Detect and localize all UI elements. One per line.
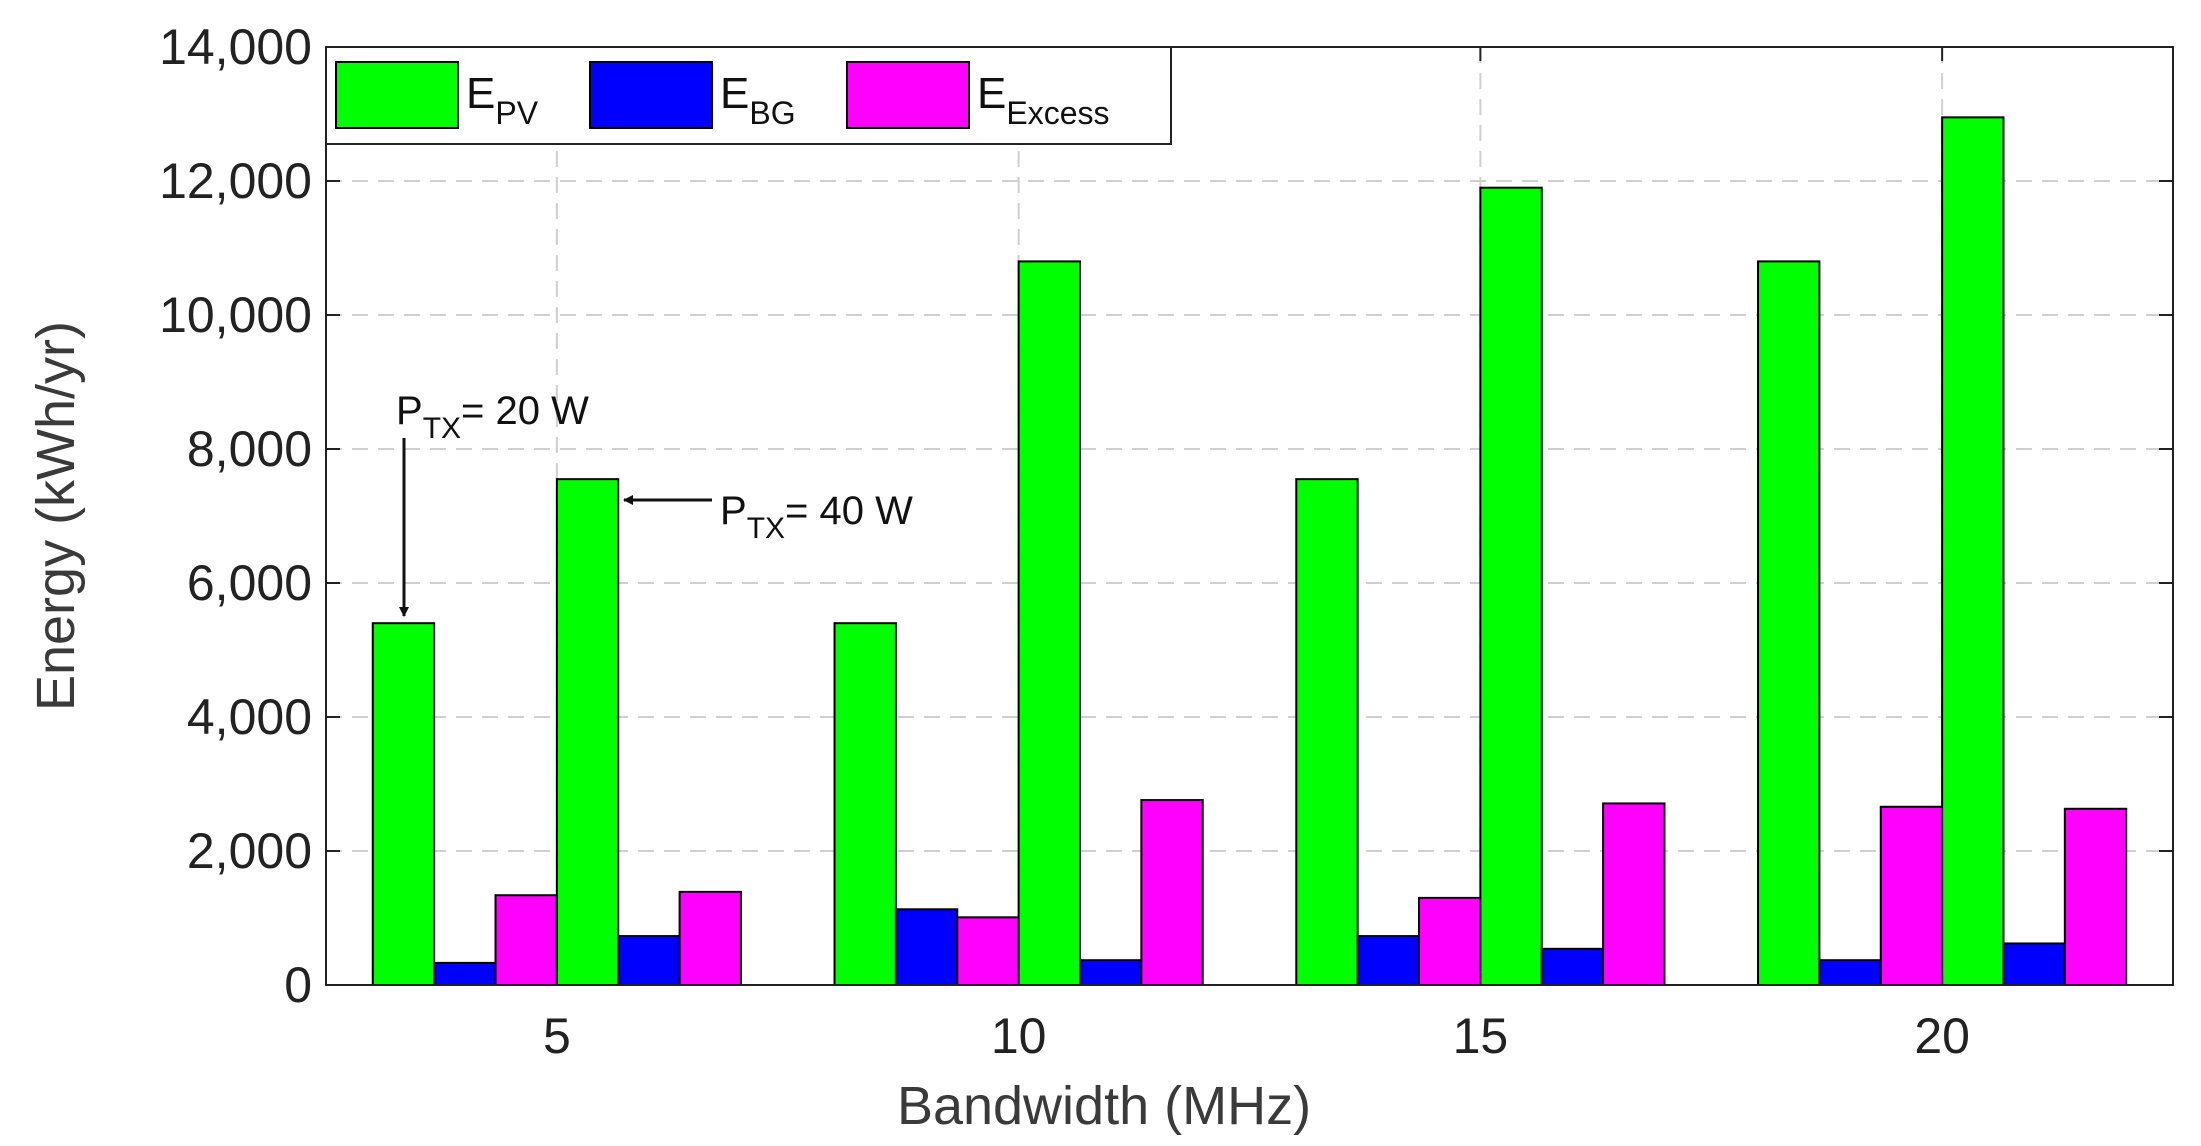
x-tick-label: 20 xyxy=(1914,1008,1970,1064)
x-tick-label: 5 xyxy=(543,1008,571,1064)
annotation-ptx-40w: PTX= 40 W xyxy=(623,489,913,545)
bar-eexcess-20w-bw15 xyxy=(1418,896,1482,987)
bar-epv-20w-bw5 xyxy=(371,622,436,986)
bar-ebg-20w-bw10 xyxy=(894,908,959,986)
legend-label-ebg: EBG xyxy=(720,69,796,131)
x-tick-label: 10 xyxy=(991,1008,1047,1064)
bar-ebg-20w-bw20 xyxy=(1818,959,1882,987)
annotation-ptx-40w-label: PTX= 40 W xyxy=(720,489,913,545)
legend: EPV EBG EExcess xyxy=(325,46,1172,145)
legend-box xyxy=(325,46,1172,145)
bar-ebg-20w-bw5 xyxy=(433,961,497,987)
bar-eexcess-40w-bw20 xyxy=(2063,807,2128,986)
legend-label-epv: EPV xyxy=(466,69,539,131)
y-tick-label: 0 xyxy=(284,957,312,1013)
annotation-ptx-20w: PTX= 20 W xyxy=(396,389,589,617)
bar-epv-40w-bw5 xyxy=(555,478,620,986)
y-tick-label: 12,000 xyxy=(159,153,312,209)
bar-epv-20w-bw15 xyxy=(1295,478,1359,986)
bar-ebg-40w-bw5 xyxy=(617,935,681,987)
y-tick-label: 10,000 xyxy=(159,287,312,343)
bar-epv-40w-bw10 xyxy=(1017,260,1081,986)
plot-frame xyxy=(325,46,2174,986)
bar-eexcess-40w-bw15 xyxy=(1602,802,1666,986)
x-axis-ticks: 5 10 15 20 xyxy=(543,47,1970,1064)
bar-epv-20w-bw20 xyxy=(1757,260,1821,986)
plot-background xyxy=(326,47,2173,985)
bar-ebg-40w-bw10 xyxy=(1078,959,1143,987)
y-tick-label: 6,000 xyxy=(187,555,312,611)
y-axis-title: Energy (kWh/yr) xyxy=(26,321,86,711)
legend-label-eexcess: EExcess xyxy=(977,69,1110,131)
bar-eexcess-20w-bw10 xyxy=(956,916,1020,987)
legend-swatch-ebg xyxy=(589,61,713,129)
bar-eexcess-20w-bw5 xyxy=(494,894,558,986)
legend-swatch-epv xyxy=(335,61,459,129)
y-tick-label: 4,000 xyxy=(187,689,312,745)
y-tick-label: 8,000 xyxy=(187,421,312,477)
bar-epv-40w-bw15 xyxy=(1479,186,1543,986)
bar-ebg-40w-bw20 xyxy=(2002,942,2066,987)
bar-epv-20w-bw10 xyxy=(833,622,897,986)
bar-ebg-40w-bw15 xyxy=(1540,947,1605,987)
bar-eexcess-20w-bw20 xyxy=(1879,805,1944,987)
bars-layer xyxy=(371,116,2128,987)
annotation-ptx-20w-label: PTX= 20 W xyxy=(396,389,589,445)
bar-epv-40w-bw20 xyxy=(1941,116,2005,987)
x-axis-title: Bandwidth (MHz) xyxy=(897,1076,1311,1136)
bar-ebg-20w-bw15 xyxy=(1356,935,1421,987)
y-tick-label: 14,000 xyxy=(159,19,312,75)
y-axis-ticks: 0 2,000 4,000 6,000 8,000 10,000 12,000 14,000 xyxy=(159,19,2173,1013)
legend-swatch-eexcess xyxy=(846,61,970,129)
x-tick-label: 15 xyxy=(1453,1008,1509,1064)
bar-eexcess-40w-bw10 xyxy=(1140,799,1204,987)
y-tick-label: 2,000 xyxy=(187,823,312,879)
bar-eexcess-40w-bw5 xyxy=(678,890,742,986)
